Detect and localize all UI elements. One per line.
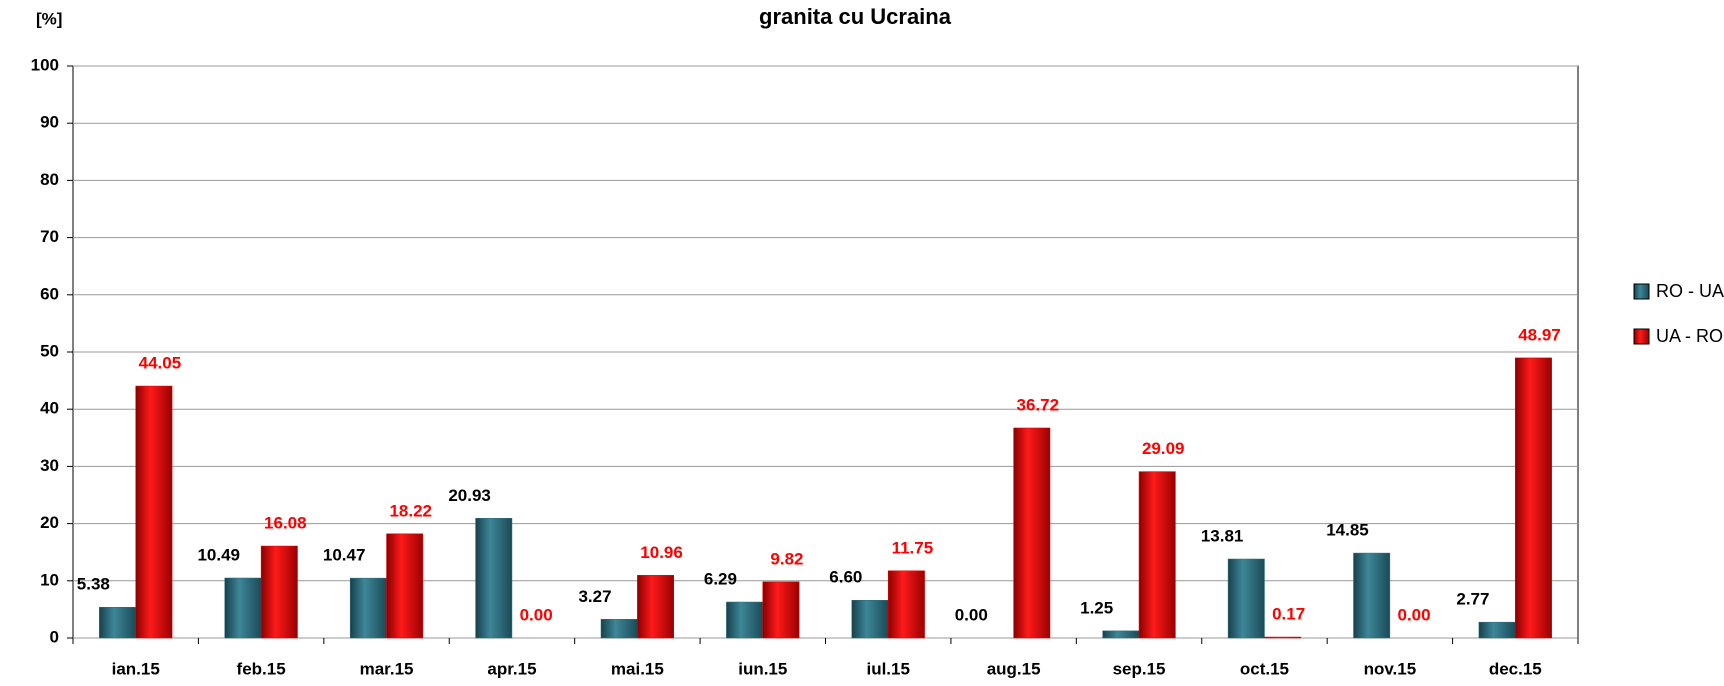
bar <box>1264 636 1302 639</box>
x-tick-label: mai.15 <box>611 659 664 678</box>
bar <box>386 533 424 639</box>
x-tick-label: apr.15 <box>487 659 536 678</box>
bar <box>851 599 889 639</box>
data-label: 13.81 <box>1201 526 1244 545</box>
data-label: 11.75 <box>892 538 934 557</box>
bar <box>475 518 513 639</box>
bar <box>1013 427 1051 639</box>
bar <box>600 619 638 639</box>
x-tick-label: nov.15 <box>1364 659 1417 678</box>
y-tick-label: 70 <box>40 227 59 246</box>
bar <box>99 606 136 639</box>
y-tick-label: 20 <box>40 513 59 532</box>
x-tick-label: ian.15 <box>112 659 160 678</box>
data-label: 0.17 <box>1272 605 1305 624</box>
legend-text: RO - UA <box>1656 281 1724 301</box>
chart-title: granita cu Ucraina <box>759 4 952 29</box>
x-tick-label: iun.15 <box>738 659 787 678</box>
bar <box>1353 552 1391 639</box>
y-tick-label: 40 <box>40 399 59 418</box>
data-label: 48.97 <box>1518 325 1561 344</box>
data-label: 0.00 <box>955 605 988 624</box>
bar <box>762 581 800 639</box>
y-tick-label: 0 <box>50 627 59 646</box>
y-tick-label: 90 <box>40 113 59 132</box>
bar <box>1478 621 1516 639</box>
bar <box>224 577 262 639</box>
y-tick-label: 100 <box>31 55 59 74</box>
data-label: 29.09 <box>1142 439 1185 458</box>
data-label: 18.22 <box>389 501 432 520</box>
y-tick-label: 60 <box>40 284 59 303</box>
x-tick-label: sep.15 <box>1113 659 1166 678</box>
x-tick-label: aug.15 <box>987 659 1041 678</box>
data-label: 5.38 <box>77 575 110 594</box>
data-label: 36.72 <box>1017 395 1060 414</box>
bar <box>135 385 173 639</box>
y-tick-label: 30 <box>40 456 59 475</box>
data-label: 16.08 <box>264 514 307 533</box>
y-tick-label: 10 <box>40 570 59 589</box>
data-label: 14.85 <box>1326 521 1369 540</box>
bar <box>726 601 764 639</box>
data-label: 0.00 <box>520 605 553 624</box>
legend-swatch <box>1633 283 1650 300</box>
data-label: 10.49 <box>197 545 240 564</box>
x-tick-label: mar.15 <box>360 659 414 678</box>
data-label: 3.27 <box>578 587 611 606</box>
x-tick-label: iul.15 <box>866 659 909 678</box>
y-tick-label: 80 <box>40 170 59 189</box>
data-label: 20.93 <box>448 486 491 505</box>
bar <box>1138 471 1176 639</box>
data-label: 44.05 <box>139 354 182 373</box>
data-label: 1.25 <box>1080 598 1113 617</box>
data-label: 6.60 <box>829 568 862 587</box>
data-label: 10.96 <box>640 543 683 562</box>
data-label: 0.00 <box>1398 605 1431 624</box>
y-axis-label: [%] <box>36 9 62 28</box>
bar <box>1227 558 1265 639</box>
x-tick-label: oct.15 <box>1240 659 1289 678</box>
data-label: 6.29 <box>704 570 737 589</box>
bar <box>1102 630 1140 639</box>
bar <box>260 545 298 639</box>
bar <box>887 570 925 639</box>
bar <box>349 577 387 639</box>
x-tick-label: feb.15 <box>237 659 286 678</box>
bar <box>1515 357 1552 639</box>
data-label: 2.77 <box>1456 590 1489 609</box>
legend-text: UA - RO <box>1656 326 1723 346</box>
data-label: 9.82 <box>770 549 803 568</box>
y-tick-label: 50 <box>40 341 59 360</box>
legend-swatch <box>1633 328 1650 345</box>
data-label: 10.47 <box>323 546 366 565</box>
x-tick-label: dec.15 <box>1489 659 1542 678</box>
bar <box>637 575 674 639</box>
